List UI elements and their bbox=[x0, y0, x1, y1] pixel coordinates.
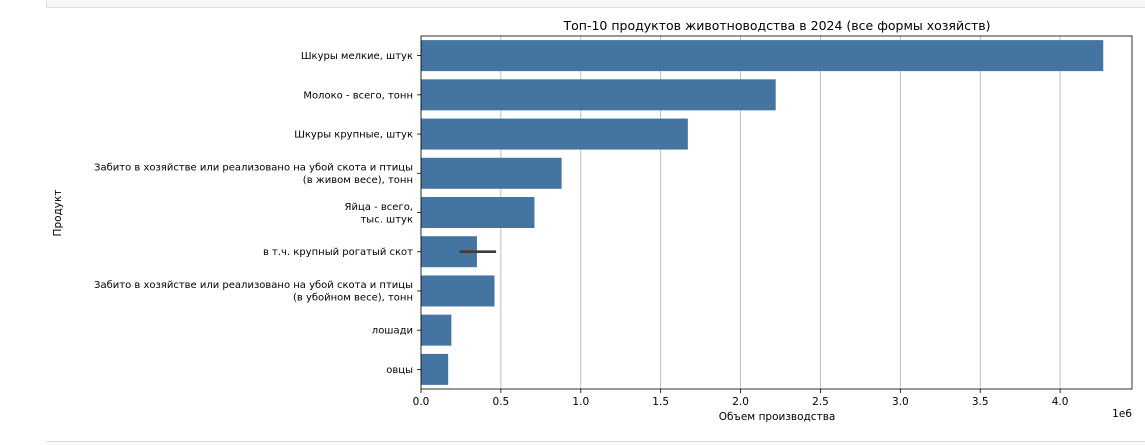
bar bbox=[421, 353, 449, 385]
y-tick-label: Яйца - всего, bbox=[345, 202, 413, 213]
x-tick-label: 0.0 bbox=[413, 396, 430, 408]
bar bbox=[421, 118, 688, 150]
x-axis-label: Объем производства bbox=[719, 411, 836, 423]
y-tick-label: Забито в хозяйстве или реализовано на уб… bbox=[94, 280, 413, 291]
x-tick-label: 1.5 bbox=[652, 396, 669, 408]
bars bbox=[421, 40, 1104, 385]
notebook-cell-bottom-border bbox=[46, 441, 1145, 445]
chart-title: Топ-10 продуктов животноводства в 2024 (… bbox=[563, 18, 991, 33]
x-tick-label: 2.0 bbox=[732, 396, 749, 408]
bar bbox=[421, 275, 495, 307]
y-tick-label: в т.ч. крупный рогатый скот bbox=[263, 247, 413, 258]
y-tick-label: (в живом весе), тонн bbox=[303, 175, 413, 186]
y-tick-label: тыс. штук bbox=[360, 214, 413, 225]
y-tick-label: Забито в хозяйстве или реализовано на уб… bbox=[94, 163, 413, 174]
x-tick-label: 0.5 bbox=[493, 396, 510, 408]
y-tick-label: Молоко - всего, тонн bbox=[303, 90, 413, 101]
bar bbox=[421, 157, 562, 189]
y-tick-label: Шкуры крупные, штук bbox=[294, 130, 413, 141]
notebook-cell-top-border bbox=[46, 0, 1145, 8]
y-tick-label: Шкуры мелкие, штук bbox=[301, 51, 413, 62]
bar bbox=[421, 79, 776, 111]
y-axis-label: Продукт bbox=[52, 190, 64, 237]
x-tick-label: 1.0 bbox=[572, 396, 589, 408]
bar bbox=[421, 40, 1104, 72]
x-tick-label: 4.0 bbox=[1052, 396, 1069, 408]
x-tick-label: 3.5 bbox=[972, 396, 989, 408]
x-tick-label: 3.0 bbox=[892, 396, 909, 408]
x-axis-ticks: 0.0 0.5 1.0 1.5 2.0 2.5 3.0 3.5 4.0 bbox=[413, 389, 1069, 408]
y-tick-label: овцы bbox=[386, 365, 413, 376]
x-axis-offset-label: 1e6 bbox=[1112, 408, 1132, 420]
bar bbox=[421, 197, 535, 228]
y-tick-label: лошади bbox=[372, 326, 413, 337]
bar bbox=[421, 314, 452, 346]
y-axis-ticks: Шкуры мелкие, штук Молоко - всего, тонн Шк… bbox=[94, 51, 421, 376]
y-tick-label: (в убойном весе), тонн bbox=[293, 293, 413, 304]
x-tick-label: 2.5 bbox=[812, 396, 829, 408]
